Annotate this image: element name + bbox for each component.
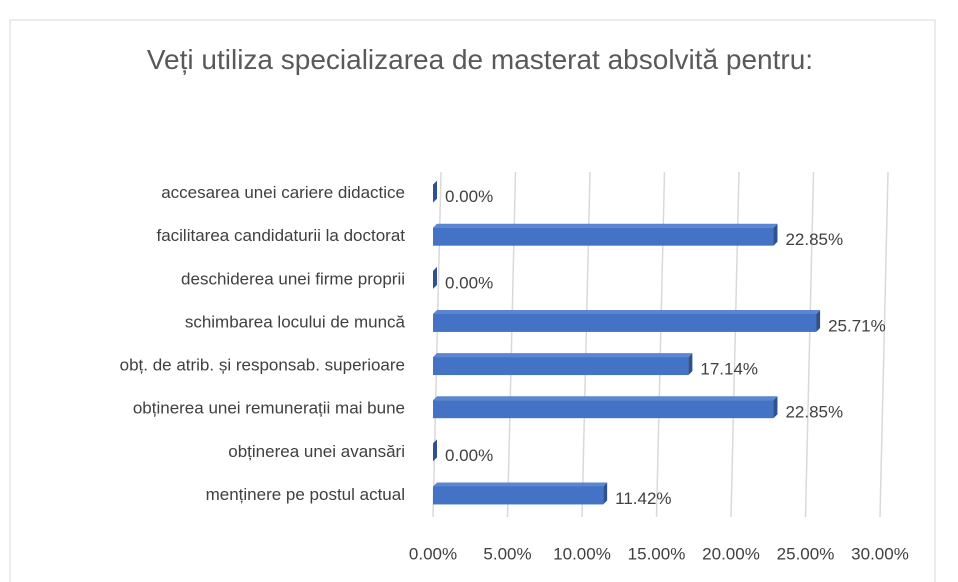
data-label: 25.71%: [828, 316, 886, 335]
bar-top: [433, 309, 821, 314]
bar: [433, 486, 604, 505]
y-tick-label: accesarea unei cariere didactice: [161, 183, 405, 202]
x-tick-label: 25.00%: [777, 544, 835, 563]
y-tick-label: obț. de atrib. și responsab. superioare: [120, 356, 405, 375]
bar-top: [433, 396, 778, 401]
y-tick-label: obținerea unei avansări: [228, 442, 405, 461]
bar-side: [773, 396, 778, 419]
x-tick-label: 0.00%: [409, 544, 457, 563]
y-tick-label: schimbarea locului de muncă: [185, 312, 406, 331]
data-label: 22.85%: [785, 230, 843, 249]
data-label: 0.00%: [445, 273, 493, 292]
bar-side: [773, 223, 778, 246]
data-label: 17.14%: [700, 360, 758, 379]
bar-side: [688, 353, 693, 376]
data-label: 0.00%: [445, 446, 493, 465]
bar: [433, 313, 817, 332]
bar-side: [603, 482, 608, 505]
x-tick-label: 15.00%: [628, 544, 686, 563]
x-tick-label: 5.00%: [483, 544, 531, 563]
y-tick-label: facilitarea candidaturii la doctorat: [156, 226, 405, 245]
bar: [433, 227, 774, 246]
x-tick-label: 20.00%: [702, 544, 760, 563]
x-tick-label: 30.00%: [851, 544, 909, 563]
bar-side: [433, 439, 437, 462]
y-tick-label: deschiderea unei firme proprii: [181, 269, 405, 288]
chart-title: Veți utiliza specializarea de masterat a…: [146, 44, 814, 75]
bar: [433, 357, 689, 376]
y-tick-label: menținere pe postul actual: [206, 485, 405, 504]
data-label: 22.85%: [785, 403, 843, 422]
bar-top: [433, 223, 778, 228]
data-label: 0.00%: [445, 187, 493, 206]
bar-top: [433, 353, 693, 358]
bar-side: [816, 309, 821, 332]
bar-side: [433, 266, 437, 289]
bar-side: [433, 180, 437, 203]
y-tick-label: obținerea unei remunerații mai bune: [133, 399, 405, 418]
bar: [433, 400, 774, 419]
grid-line: [804, 171, 815, 518]
data-label: 11.42%: [615, 489, 671, 508]
grid-line: [879, 171, 889, 518]
x-tick-label: 10.00%: [553, 544, 611, 563]
bar-top: [433, 482, 608, 487]
